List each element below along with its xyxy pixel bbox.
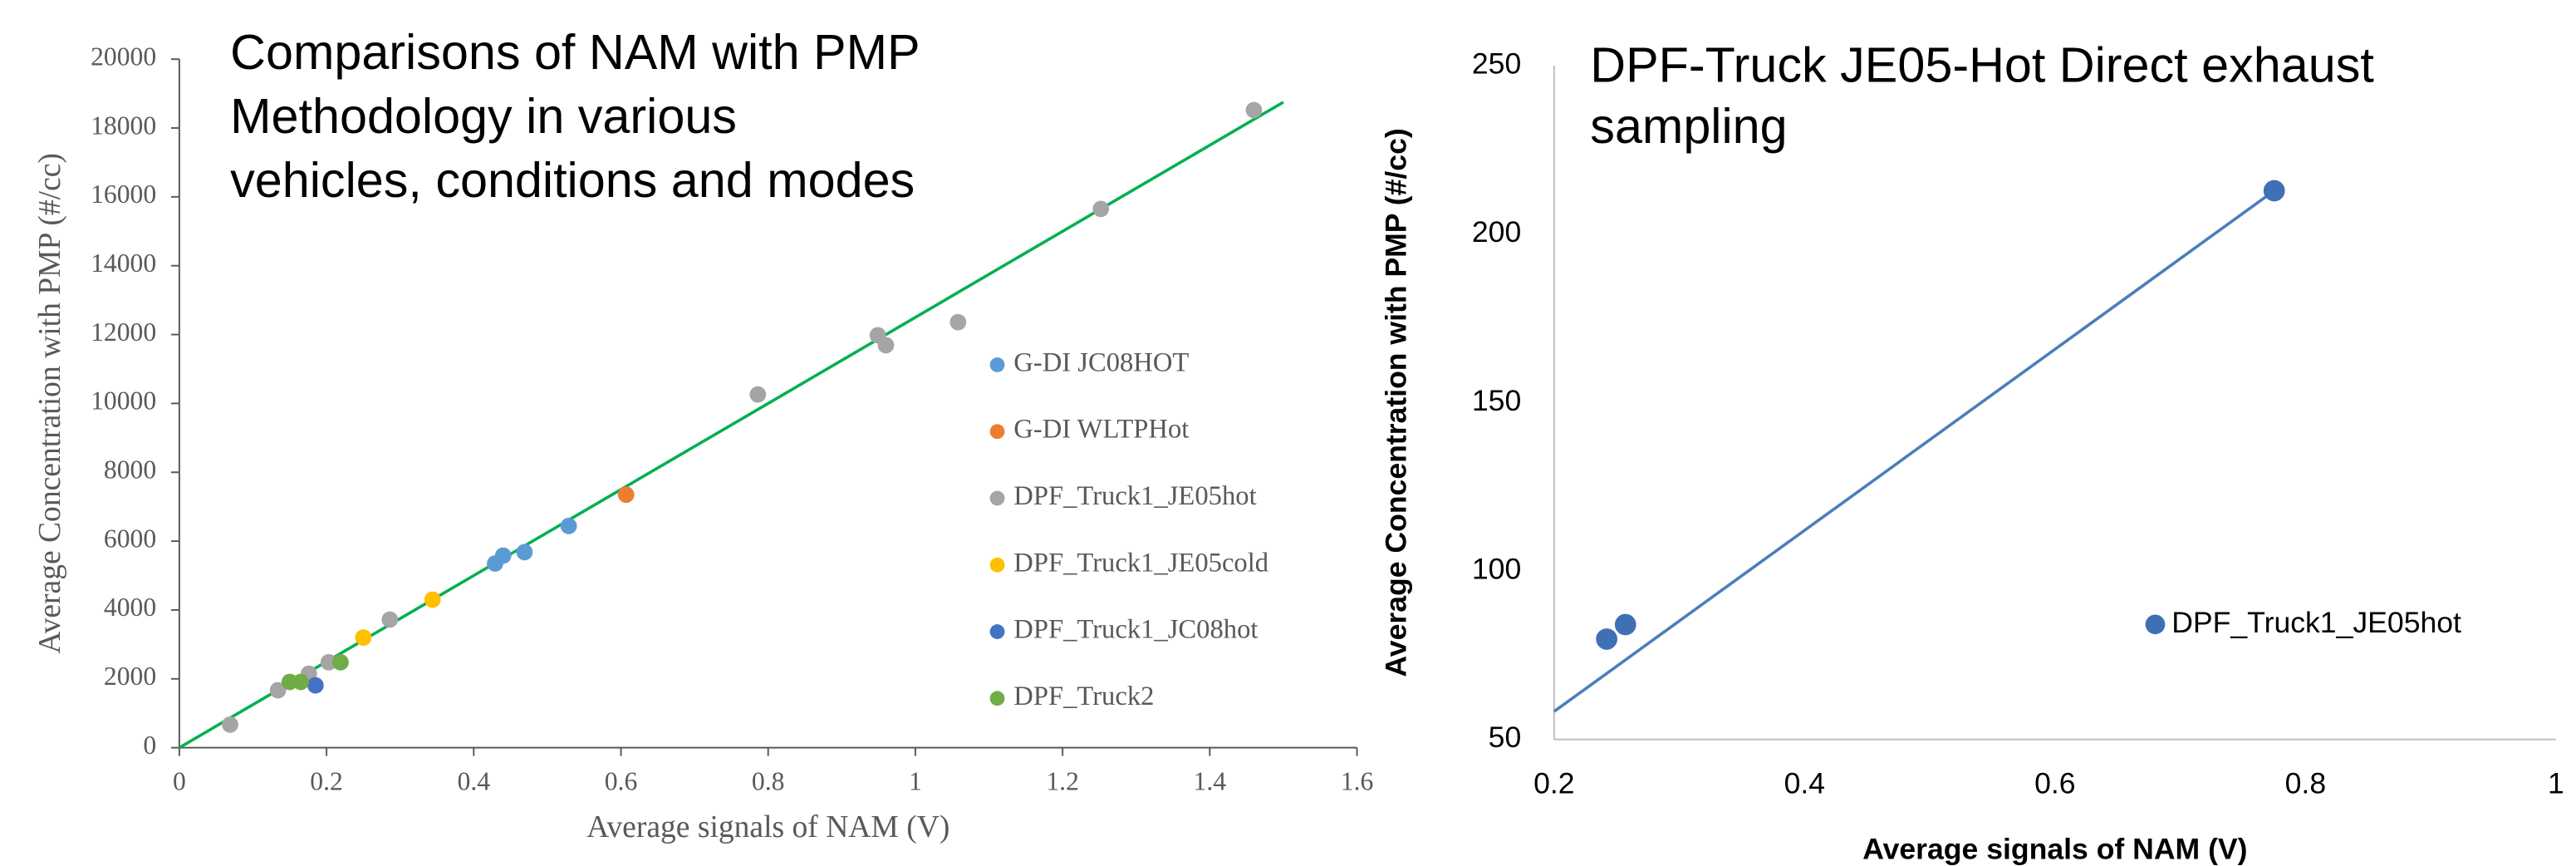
point <box>1092 200 1110 218</box>
y-tick-label: 0 <box>143 731 156 760</box>
y-tick-label: 18000 <box>91 111 156 140</box>
chart-title: DPF-Truck JE05-Hot Direct exhaust <box>1590 37 2374 93</box>
legend-marker <box>989 624 1005 639</box>
point <box>292 673 309 691</box>
chart-title: Methodology in various <box>230 88 737 144</box>
legend-marker <box>2145 614 2166 635</box>
x-axis-title: Average signals of NAM (V) <box>586 810 949 844</box>
y-tick-label: 14000 <box>91 248 156 278</box>
point <box>949 313 967 331</box>
y-tick-label: 200 <box>1472 215 1521 248</box>
x-tick-label: 0.4 <box>1784 767 1825 800</box>
y-tick-label: 12000 <box>91 317 156 347</box>
point <box>222 716 238 733</box>
legend-marker <box>989 691 1005 706</box>
point <box>749 386 767 403</box>
x-tick-label: 0 <box>173 766 186 795</box>
x-axis-title: Average signals of NAM (V) <box>1862 833 2247 866</box>
point <box>332 654 349 671</box>
chart-title: sampling <box>1590 98 1787 154</box>
y-tick-label: 8000 <box>104 455 156 485</box>
trendline <box>1553 189 2275 713</box>
point <box>355 629 372 646</box>
legend-marker <box>989 357 1005 372</box>
legend-label: DPF_Truck1_JE05hot <box>1013 481 1256 511</box>
legend-label: DPF_Truck1_JE05cold <box>1013 548 1268 578</box>
x-tick-label: 0.8 <box>2285 767 2326 800</box>
x-tick-label: 1.2 <box>1046 766 1079 795</box>
y-tick-label: 50 <box>1489 721 1522 754</box>
x-tick-label: 0.8 <box>752 766 785 795</box>
x-tick-label: 0.6 <box>2034 767 2075 800</box>
y-tick-label: 150 <box>1472 384 1521 417</box>
point <box>269 681 287 699</box>
legend-label: DPF_Truck1_JC08hot <box>1013 615 1258 645</box>
y-tick-label: 16000 <box>91 180 156 209</box>
x-tick-label: 1 <box>909 766 922 795</box>
point <box>307 677 324 694</box>
y-tick-label: 250 <box>1472 47 1521 80</box>
x-tick-label: 0.6 <box>605 766 638 795</box>
point <box>1596 628 1617 650</box>
y-axis-title: Average Concentration with PMP (#/cc) <box>1379 128 1412 677</box>
point <box>424 591 441 608</box>
y-tick-label: 20000 <box>91 42 156 71</box>
chart-title: vehicles, conditions and modes <box>230 152 915 208</box>
legend-label: DPF_Truck1_JE05hot <box>2171 606 2461 639</box>
point <box>320 654 337 671</box>
y-tick-label: 6000 <box>104 524 156 553</box>
point <box>1245 101 1263 119</box>
legend-label: G-DI JC08HOT <box>1013 347 1189 377</box>
y-tick-label: 10000 <box>91 386 156 416</box>
legend-marker <box>989 490 1005 506</box>
y-axis-title: Average Concentration with PMP (#/cc) <box>33 153 67 654</box>
x-tick-label: 1 <box>2548 767 2564 800</box>
y-tick-label: 4000 <box>104 593 156 622</box>
y-tick-label: 100 <box>1472 552 1521 585</box>
point <box>2263 180 2285 202</box>
x-tick-label: 0.2 <box>310 766 343 795</box>
point <box>877 337 895 354</box>
chart-title: Comparisons of NAM with PMP <box>230 24 920 80</box>
legend-marker <box>989 557 1005 573</box>
point <box>494 547 512 564</box>
legend-marker <box>989 424 1005 440</box>
point <box>381 611 399 628</box>
legend-label: DPF_Truck2 <box>1013 681 1154 711</box>
x-tick-label: 1.6 <box>1341 766 1374 795</box>
x-tick-label: 0.4 <box>458 766 491 795</box>
point <box>617 486 635 504</box>
y-tick-label: 2000 <box>104 662 156 691</box>
legend-label: G-DI WLTPHot <box>1013 415 1189 445</box>
x-tick-label: 1.4 <box>1194 766 1227 795</box>
point <box>516 544 533 561</box>
point <box>1614 613 1636 636</box>
point <box>560 517 577 534</box>
x-tick-label: 0.2 <box>1533 767 1574 800</box>
